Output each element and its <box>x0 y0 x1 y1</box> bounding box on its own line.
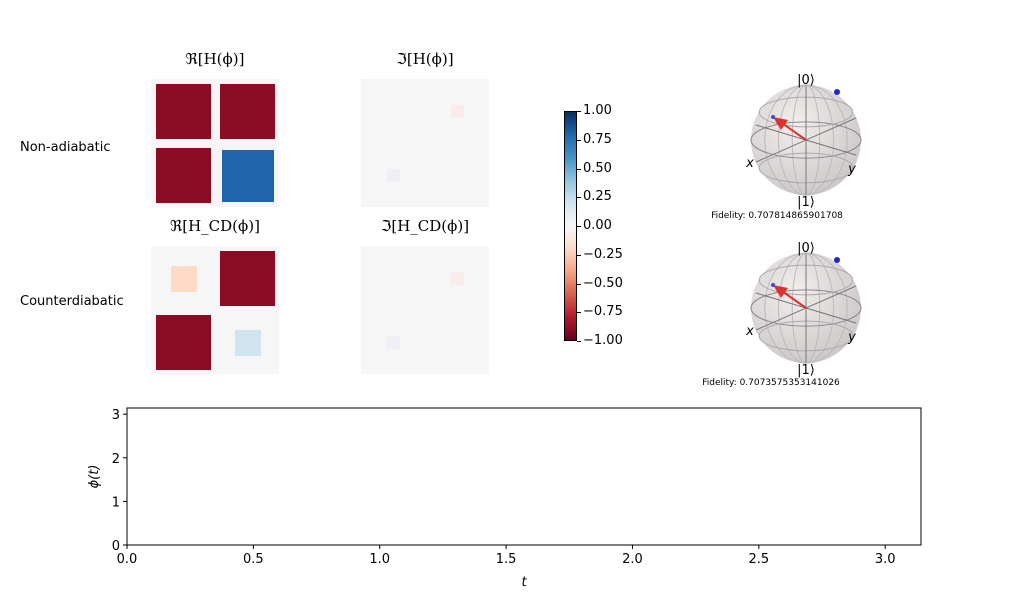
label-ket-1: |1⟩ <box>797 195 815 210</box>
x-tick-label: 1.0 <box>369 552 390 567</box>
colorbar-tick-label: 0.25 <box>583 189 612 205</box>
x-tick-label: 2.0 <box>622 552 643 567</box>
label-x: x <box>745 324 754 339</box>
heatmap-cell <box>170 265 197 292</box>
state-point <box>771 115 775 119</box>
fidelity-text-1: Fidelity: 0.707814865901708 <box>711 211 843 221</box>
heatmap-re-hcd <box>151 246 279 374</box>
y-tick-label: 0 <box>112 539 120 554</box>
plot-frame <box>126 407 922 546</box>
row-label-non-adiabatic: Non-adiabatic <box>20 140 111 155</box>
arrowhead-icon <box>773 285 788 298</box>
colorbar-tick-label: −0.50 <box>583 275 623 291</box>
colorbar-tick-mark <box>577 312 581 314</box>
bloch-sphere: |0⟩ |1⟩ x y <box>745 241 862 378</box>
x-tick-label: 2.5 <box>748 552 769 567</box>
title-im-hcd: ℑ[H_CD(ϕ)] <box>380 217 470 235</box>
label-x: x <box>745 156 754 171</box>
bloch-sphere: |0⟩ |1⟩ x y <box>745 73 862 210</box>
colorbar-tick-label: 0.75 <box>583 131 612 147</box>
heatmap-cell <box>156 84 211 139</box>
y-tick-label: 1 <box>112 495 120 510</box>
heatmap-cell <box>221 149 274 202</box>
label-ket-0: |0⟩ <box>797 241 815 256</box>
y-tick-label: 3 <box>112 408 120 423</box>
title-re-hcd: ℜ[H_CD(ϕ)] <box>170 217 260 235</box>
colorbar-tick-mark <box>577 226 581 227</box>
heatmap-cell <box>234 329 261 356</box>
colorbar-tick-label: −0.25 <box>583 246 623 262</box>
x-tick-label: 1.5 <box>496 552 517 567</box>
title-im-h: ℑ[H(ϕ)] <box>396 50 454 68</box>
heatmap-cell <box>156 148 211 203</box>
target-point <box>834 257 840 263</box>
label-y: y <box>847 162 856 177</box>
label-ket-1: |1⟩ <box>797 363 815 378</box>
x-axis-label: t <box>521 575 527 590</box>
colorbar-tick-mark <box>577 341 581 342</box>
state-point <box>771 283 775 287</box>
colorbar-tick-mark <box>577 111 581 112</box>
heatmap-cell <box>387 169 400 182</box>
heatmap-cell <box>220 84 275 139</box>
colorbar-tick-mark <box>577 168 581 170</box>
x-tick-label: 0.5 <box>243 552 264 567</box>
colorbar-tick-label: −1.00 <box>583 333 623 348</box>
colorbar <box>564 111 577 341</box>
target-point <box>834 89 840 95</box>
heatmap-cell <box>451 105 464 118</box>
colorbar-tick-mark <box>577 139 581 141</box>
heatmap-im-h <box>361 79 489 207</box>
row-label-counterdiabatic: Counterdiabatic <box>20 294 124 309</box>
heatmap-cell <box>387 336 400 349</box>
heatmap-cell <box>156 315 211 370</box>
x-tick-label: 0.0 <box>117 552 138 567</box>
colorbar-tick-label: 0.50 <box>583 160 612 176</box>
x-tick-label: 3.0 <box>875 552 896 567</box>
arrowhead-icon <box>773 117 788 130</box>
heatmap-cell <box>451 272 464 285</box>
label-y: y <box>847 330 856 345</box>
heatmap-re-h <box>151 79 279 207</box>
label-ket-0: |0⟩ <box>797 73 815 88</box>
heatmap-cell <box>220 251 275 306</box>
y-axis-label: ϕ(t) <box>87 465 102 489</box>
y-tick-label: 2 <box>112 452 120 467</box>
colorbar-tick-mark <box>577 197 581 199</box>
colorbar-tick-label: −0.75 <box>583 304 623 320</box>
colorbar-tick-mark <box>577 254 581 256</box>
fidelity-text-2: Fidelity: 0.7073575353141026 <box>702 378 840 388</box>
title-re-h: ℜ[H(ϕ)] <box>185 50 245 68</box>
heatmap-im-hcd <box>361 246 489 374</box>
colorbar-tick-label: 0.00 <box>583 218 612 233</box>
colorbar-tick-mark <box>577 283 581 285</box>
colorbar-tick-label: 1.00 <box>583 103 612 118</box>
